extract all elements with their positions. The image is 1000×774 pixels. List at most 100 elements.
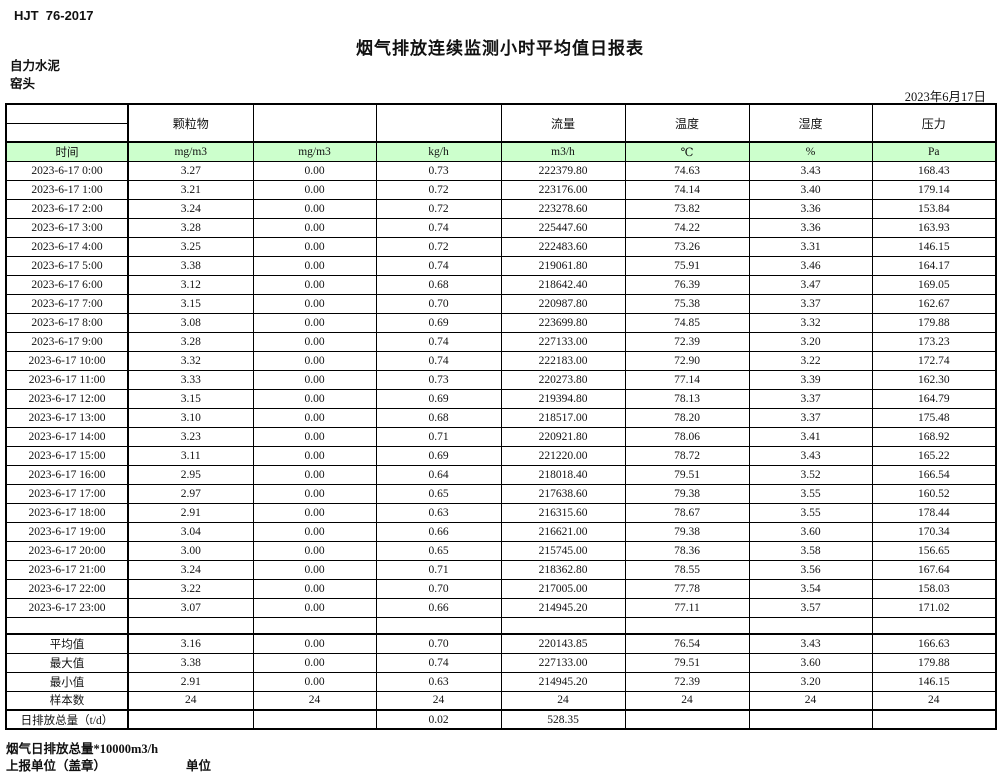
data-row-value-cell: 3.55 (748, 502, 873, 523)
data-row-value-cell: 3.36 (748, 198, 873, 219)
data-row-value-cell: 217005.00 (500, 578, 626, 599)
data-row-value-cell: 169.05 (871, 274, 997, 295)
data-row-label-cell: 2023-6-17 16:00 (5, 464, 129, 485)
data-row-value-cell: 166.54 (871, 464, 997, 485)
data-row-value-cell: 164.17 (871, 255, 997, 276)
data-row: 2023-6-17 5:00 3.38 0.00 0.74 219061.80 75.91… (5, 255, 997, 276)
summary-row-value-cell: 227133.00 (500, 652, 626, 673)
summary-row-value-cell: 146.15 (871, 671, 997, 692)
report-date: 2023年6月17日 (904, 90, 986, 104)
data-row: 2023-6-17 16:00 2.95 0.00 0.64 218018.40 79.5… (5, 464, 997, 485)
summary-row-value-cell: 179.88 (871, 652, 997, 673)
summary-row-value-cell: 24 (252, 690, 377, 711)
data-row-value-cell: 167.64 (871, 559, 997, 580)
summary-row: 样本数 24 24 24 24 24 24 24 (5, 690, 997, 711)
data-row: 2023-6-17 12:00 3.15 0.00 0.69 219394.80 78.1… (5, 388, 997, 409)
data-row-value-cell: 3.27 (127, 160, 254, 181)
summary-row-value-cell: 76.54 (624, 633, 750, 654)
data-row-value-cell: 0.63 (375, 502, 502, 523)
data-row-label-cell: 2023-6-17 3:00 (5, 217, 129, 238)
summary-row-value-cell: 220143.85 (500, 633, 626, 654)
data-row-label-cell: 2023-6-17 8:00 (5, 312, 129, 333)
data-row-value-cell: 73.26 (624, 236, 750, 257)
data-row-value-cell: 0.00 (252, 464, 377, 485)
data-row-value-cell: 3.22 (127, 578, 254, 599)
flue-gas-total-note: 烟气日排放总量*10000m3/h (6, 742, 159, 756)
summary-row-value-cell: 0.00 (252, 652, 377, 673)
summary-row-value-cell: 24 (375, 690, 502, 711)
data-row-value-cell: 3.24 (127, 559, 254, 580)
data-row-value-cell: 162.67 (871, 293, 997, 314)
data-row: 2023-6-17 8:00 3.08 0.00 0.69 223699.80 74.85… (5, 312, 997, 333)
data-row-value-cell: 78.20 (624, 407, 750, 428)
data-row-value-cell: 0.72 (375, 198, 502, 219)
data-row-value-cell: 0.68 (375, 274, 502, 295)
data-row-value-cell: 175.48 (871, 407, 997, 428)
data-row-label-cell: 2023-6-17 1:00 (5, 179, 129, 200)
summary-row-value-cell: 3.20 (748, 671, 873, 692)
data-row-value-cell: 0.00 (252, 160, 377, 181)
summary-row: 最大值 3.38 0.00 0.74 227133.00 79.51 3.60 179.88 (5, 652, 997, 673)
data-row-value-cell: 3.28 (127, 331, 254, 352)
data-row-value-cell: 0.00 (252, 255, 377, 276)
data-row-value-cell: 76.39 (624, 274, 750, 295)
summary-row-value-cell: 166.63 (871, 633, 997, 654)
data-row: 2023-6-17 19:00 3.04 0.00 0.66 216621.00 79.3… (5, 521, 997, 542)
data-row-label-cell: 2023-6-17 21:00 (5, 559, 129, 580)
data-row-value-cell: 223176.00 (500, 179, 626, 200)
reporting-unit-label: 上报单位（盖章） (6, 759, 107, 773)
data-row-value-cell: 163.93 (871, 217, 997, 238)
data-row-label-cell: 2023-6-17 4:00 (5, 236, 129, 257)
summary-row-value-cell: 0.00 (252, 671, 377, 692)
data-row-value-cell: 0.74 (375, 255, 502, 276)
data-row-value-cell: 3.55 (748, 483, 873, 504)
data-row-value-cell: 0.66 (375, 597, 502, 618)
data-row-value-cell: 3.15 (127, 293, 254, 314)
data-row-value-cell: 172.74 (871, 350, 997, 371)
data-row-value-cell: 74.14 (624, 179, 750, 200)
summary-row-value-cell: 0.70 (375, 633, 502, 654)
data-row-value-cell: 218642.40 (500, 274, 626, 295)
data-row-label-cell: 2023-6-17 23:00 (5, 597, 129, 618)
data-row-value-cell: 218018.40 (500, 464, 626, 485)
data-row-value-cell: 217638.60 (500, 483, 626, 504)
header-temperature-cell: 温度 (624, 103, 750, 143)
data-row-value-cell: 0.65 (375, 540, 502, 561)
data-row-value-cell: 0.00 (252, 426, 377, 447)
data-row-value-cell: 3.58 (748, 540, 873, 561)
data-row-value-cell: 220987.80 (500, 293, 626, 314)
header-empty-cell-2 (375, 103, 502, 143)
spacer-row-label-cell (5, 616, 129, 635)
header-pressure-cell: 压力 (871, 103, 997, 143)
data-row: 2023-6-17 20:00 3.00 0.00 0.65 215745.00 78.3… (5, 540, 997, 561)
data-row-value-cell: 0.71 (375, 426, 502, 447)
summary-row-value-cell: 79.51 (624, 652, 750, 673)
data-row-value-cell: 168.92 (871, 426, 997, 447)
summary-row-label-cell: 最小值 (5, 671, 129, 692)
data-row-value-cell: 2.95 (127, 464, 254, 485)
unit-m3h-cell: m3/h (500, 141, 626, 162)
data-row-value-cell: 3.37 (748, 388, 873, 409)
data-row-value-cell: 0.00 (252, 388, 377, 409)
summary-row-value-cell: 24 (748, 690, 873, 711)
group-header-row: 颗粒物 流量 温度 湿度 压力 (5, 103, 997, 143)
data-row-value-cell: 178.44 (871, 502, 997, 523)
data-row-value-cell: 3.32 (748, 312, 873, 333)
data-row-value-cell: 3.52 (748, 464, 873, 485)
data-row-value-cell: 3.37 (748, 407, 873, 428)
unit-header-row: 时间 mg/m3 mg/m3 kg/h m3/h ℃ % Pa (5, 141, 997, 162)
data-row-value-cell: 165.22 (871, 445, 997, 466)
data-row: 2023-6-17 9:00 3.28 0.00 0.74 227133.00 72.39… (5, 331, 997, 352)
data-row: 2023-6-17 17:00 2.97 0.00 0.65 217638.60 79.3… (5, 483, 997, 504)
data-row-value-cell: 74.63 (624, 160, 750, 181)
summary-row-value-cell: 0.63 (375, 671, 502, 692)
data-row-value-cell: 0.00 (252, 521, 377, 542)
data-row: 2023-6-17 22:00 3.22 0.00 0.70 217005.00 77.7… (5, 578, 997, 599)
data-row-value-cell: 3.00 (127, 540, 254, 561)
summary-row-value-cell: 24 (624, 690, 750, 711)
data-row-value-cell: 3.07 (127, 597, 254, 618)
data-row: 2023-6-17 0:00 3.27 0.00 0.73 222379.80 74.63… (5, 160, 997, 181)
data-row-label-cell: 2023-6-17 7:00 (5, 293, 129, 314)
data-row-value-cell: 3.31 (748, 236, 873, 257)
data-row: 2023-6-17 4:00 3.25 0.00 0.72 222483.60 73.26… (5, 236, 997, 257)
